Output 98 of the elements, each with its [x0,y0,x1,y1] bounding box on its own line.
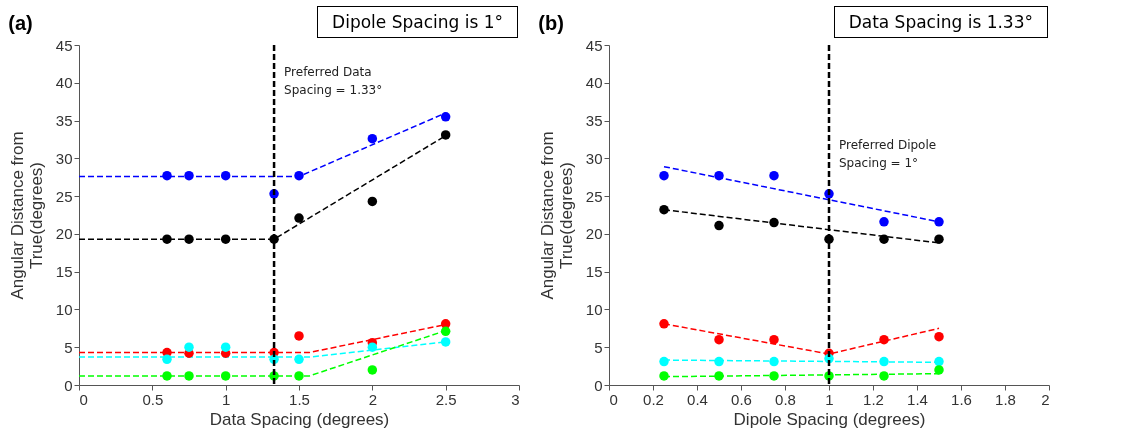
text: Dipole Spacing is 1° [317,6,518,38]
x-tick-label: 0 [609,390,618,408]
point [714,220,724,231]
x-tick-label: 1.6 [951,390,972,408]
y-tick-label: 30 [55,149,73,167]
x-tick-label: 1.8 [995,390,1016,408]
chart-title: (a) [8,12,33,34]
x-tick-label: 1 [825,390,834,408]
x-tick-label: 1.5 [289,390,310,408]
x-tick-label: 3 [511,390,520,408]
point [294,331,304,341]
x-tick-label: 2.5 [435,390,457,408]
point [367,342,378,352]
point [879,217,889,227]
x-tick-label: 2 [368,390,378,408]
y-tick-label: 40 [55,74,73,92]
x-axis-title: Dipole Spacing (degrees) [733,409,926,429]
y-tick-label: 0 [64,376,73,394]
point [367,133,378,144]
text: Data Spacing is 1.33° [833,6,1048,38]
point [769,170,779,181]
x-tick-label: 0.4 [687,390,708,408]
point [769,334,779,345]
point [184,342,194,352]
ref-line-label: Preferred Data Spacing = 1.33° [284,65,383,97]
point [162,170,172,181]
point [367,196,378,207]
point [294,371,304,381]
y-tick-label: 45 [585,36,603,54]
point [659,170,669,181]
point [879,356,889,367]
point [879,234,889,244]
point [440,112,451,122]
y-tick-label: 35 [585,112,603,130]
point [294,354,304,365]
y-tick-label: 20 [585,225,603,243]
point [184,234,194,244]
point [769,371,779,381]
point [440,326,451,337]
y-tick-label: 15 [55,263,73,281]
point [934,331,944,342]
y-tick-label: 20 [55,225,73,243]
x-tick-label: 0.2 [643,390,664,408]
point [162,354,172,365]
point [294,170,304,181]
point [714,371,724,381]
point [879,334,889,345]
y-tick-label: 25 [55,187,73,205]
y-tick-label: 30 [585,149,603,167]
point [769,217,779,228]
x-tick-label: 1 [221,390,231,408]
y-tick-label: 35 [55,112,73,130]
y-tick-label: 5 [64,338,73,356]
x-tick-label: 1.4 [907,390,928,408]
point [879,371,889,381]
point [659,319,669,329]
point [367,365,378,375]
y-tick-label: 45 [55,36,73,54]
y-tick-label: 25 [585,187,603,205]
point [714,170,724,181]
chart-title: (b) [538,12,564,34]
x-tick-label: 2 [1041,390,1050,408]
point [440,337,451,347]
point [294,213,304,223]
point [769,356,779,367]
point [184,170,194,181]
point [184,371,194,381]
x-tick-label: 1.2 [863,390,884,408]
point [220,342,231,352]
point [714,356,724,367]
x-tick-label: 0 [79,390,88,408]
y-tick-label: 5 [594,338,603,356]
y-tick-label: 40 [585,74,603,92]
point [162,371,172,381]
point [220,234,231,244]
x-tick-label: 0.5 [142,390,164,408]
point [934,356,944,367]
y-axis-title: Angular Distance from True(degrees) [537,131,576,300]
x-axis-title: Data Spacing (degrees) [209,409,390,429]
point [659,204,669,215]
y-tick-label: 0 [594,376,603,394]
y-tick-label: 15 [585,263,603,281]
point [220,170,231,181]
point [220,371,231,381]
y-tick-label: 10 [585,300,603,318]
y-axis-title: Angular Distance from True(degrees) [7,131,46,300]
x-tick-label: 0.8 [775,390,796,408]
point [659,371,669,381]
point [934,217,944,227]
point [934,234,944,244]
ref-line-label: Preferred Dipole Spacing = 1° [839,138,937,170]
point [440,130,451,140]
y-tick-label: 10 [55,300,73,318]
point [162,234,172,244]
point [714,334,724,345]
point [934,365,944,375]
point [659,356,669,367]
x-tick-label: 0.6 [731,390,752,408]
